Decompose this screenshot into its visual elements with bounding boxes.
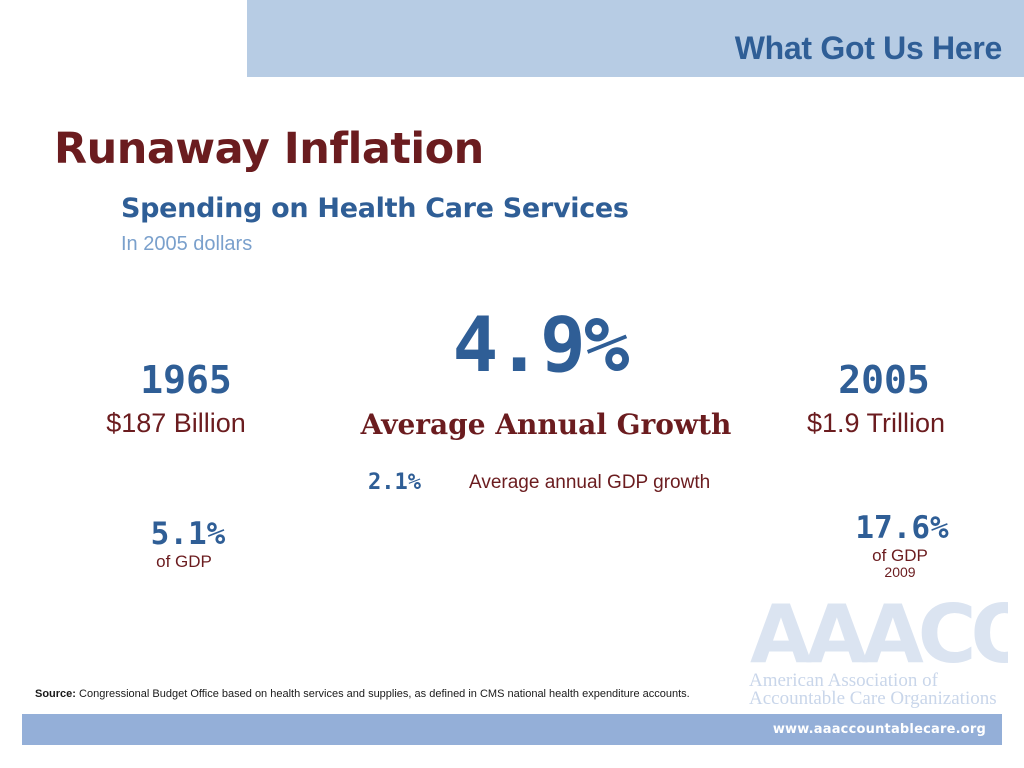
average-growth-rate: 4.9%	[452, 300, 629, 389]
gdp-label-2009: of GDP	[872, 546, 928, 565]
footer-band	[22, 714, 1002, 745]
gdp-growth-label: Average annual GDP growth	[469, 472, 711, 493]
logo-line-1: American Association of	[749, 670, 938, 691]
website-link[interactable]: www.aaaccountablecare.org	[772, 722, 986, 737]
logo-text: American Association of Accountable Care…	[749, 670, 1009, 709]
logo-line-2: Accountable Care Organizations	[749, 688, 997, 709]
source-label: Source:	[35, 688, 76, 700]
section-title: What Got Us Here	[734, 30, 1003, 66]
gdp-share-1965: 5.1%	[150, 516, 226, 552]
header-band	[247, 0, 1024, 77]
amount-1965: $187 Billion	[106, 408, 246, 438]
year-2005: 2005	[838, 358, 930, 402]
aaaco-logo: AAACO	[750, 594, 1008, 681]
slide-subtitle: Spending on Health Care Services	[121, 193, 629, 224]
slide-subnote: In 2005 dollars	[121, 233, 253, 255]
source-text: Congressional Budget Office based on hea…	[79, 688, 690, 700]
average-growth-label: Average Annual Growth	[360, 408, 732, 441]
source-note: Source: Congressional Budget Office base…	[35, 688, 755, 700]
gdp-growth-rate: 2.1%	[368, 470, 421, 495]
slide-title: Runaway Inflation	[54, 124, 484, 174]
gdp-year-2009: 2009	[884, 564, 916, 580]
logo-acronym: AAACO	[750, 594, 1008, 681]
gdp-label-1965: of GDP	[156, 552, 212, 571]
gdp-share-2009: 17.6%	[855, 510, 949, 546]
amount-2005: $1.9 Trillion	[806, 408, 946, 438]
year-1965: 1965	[140, 358, 232, 402]
